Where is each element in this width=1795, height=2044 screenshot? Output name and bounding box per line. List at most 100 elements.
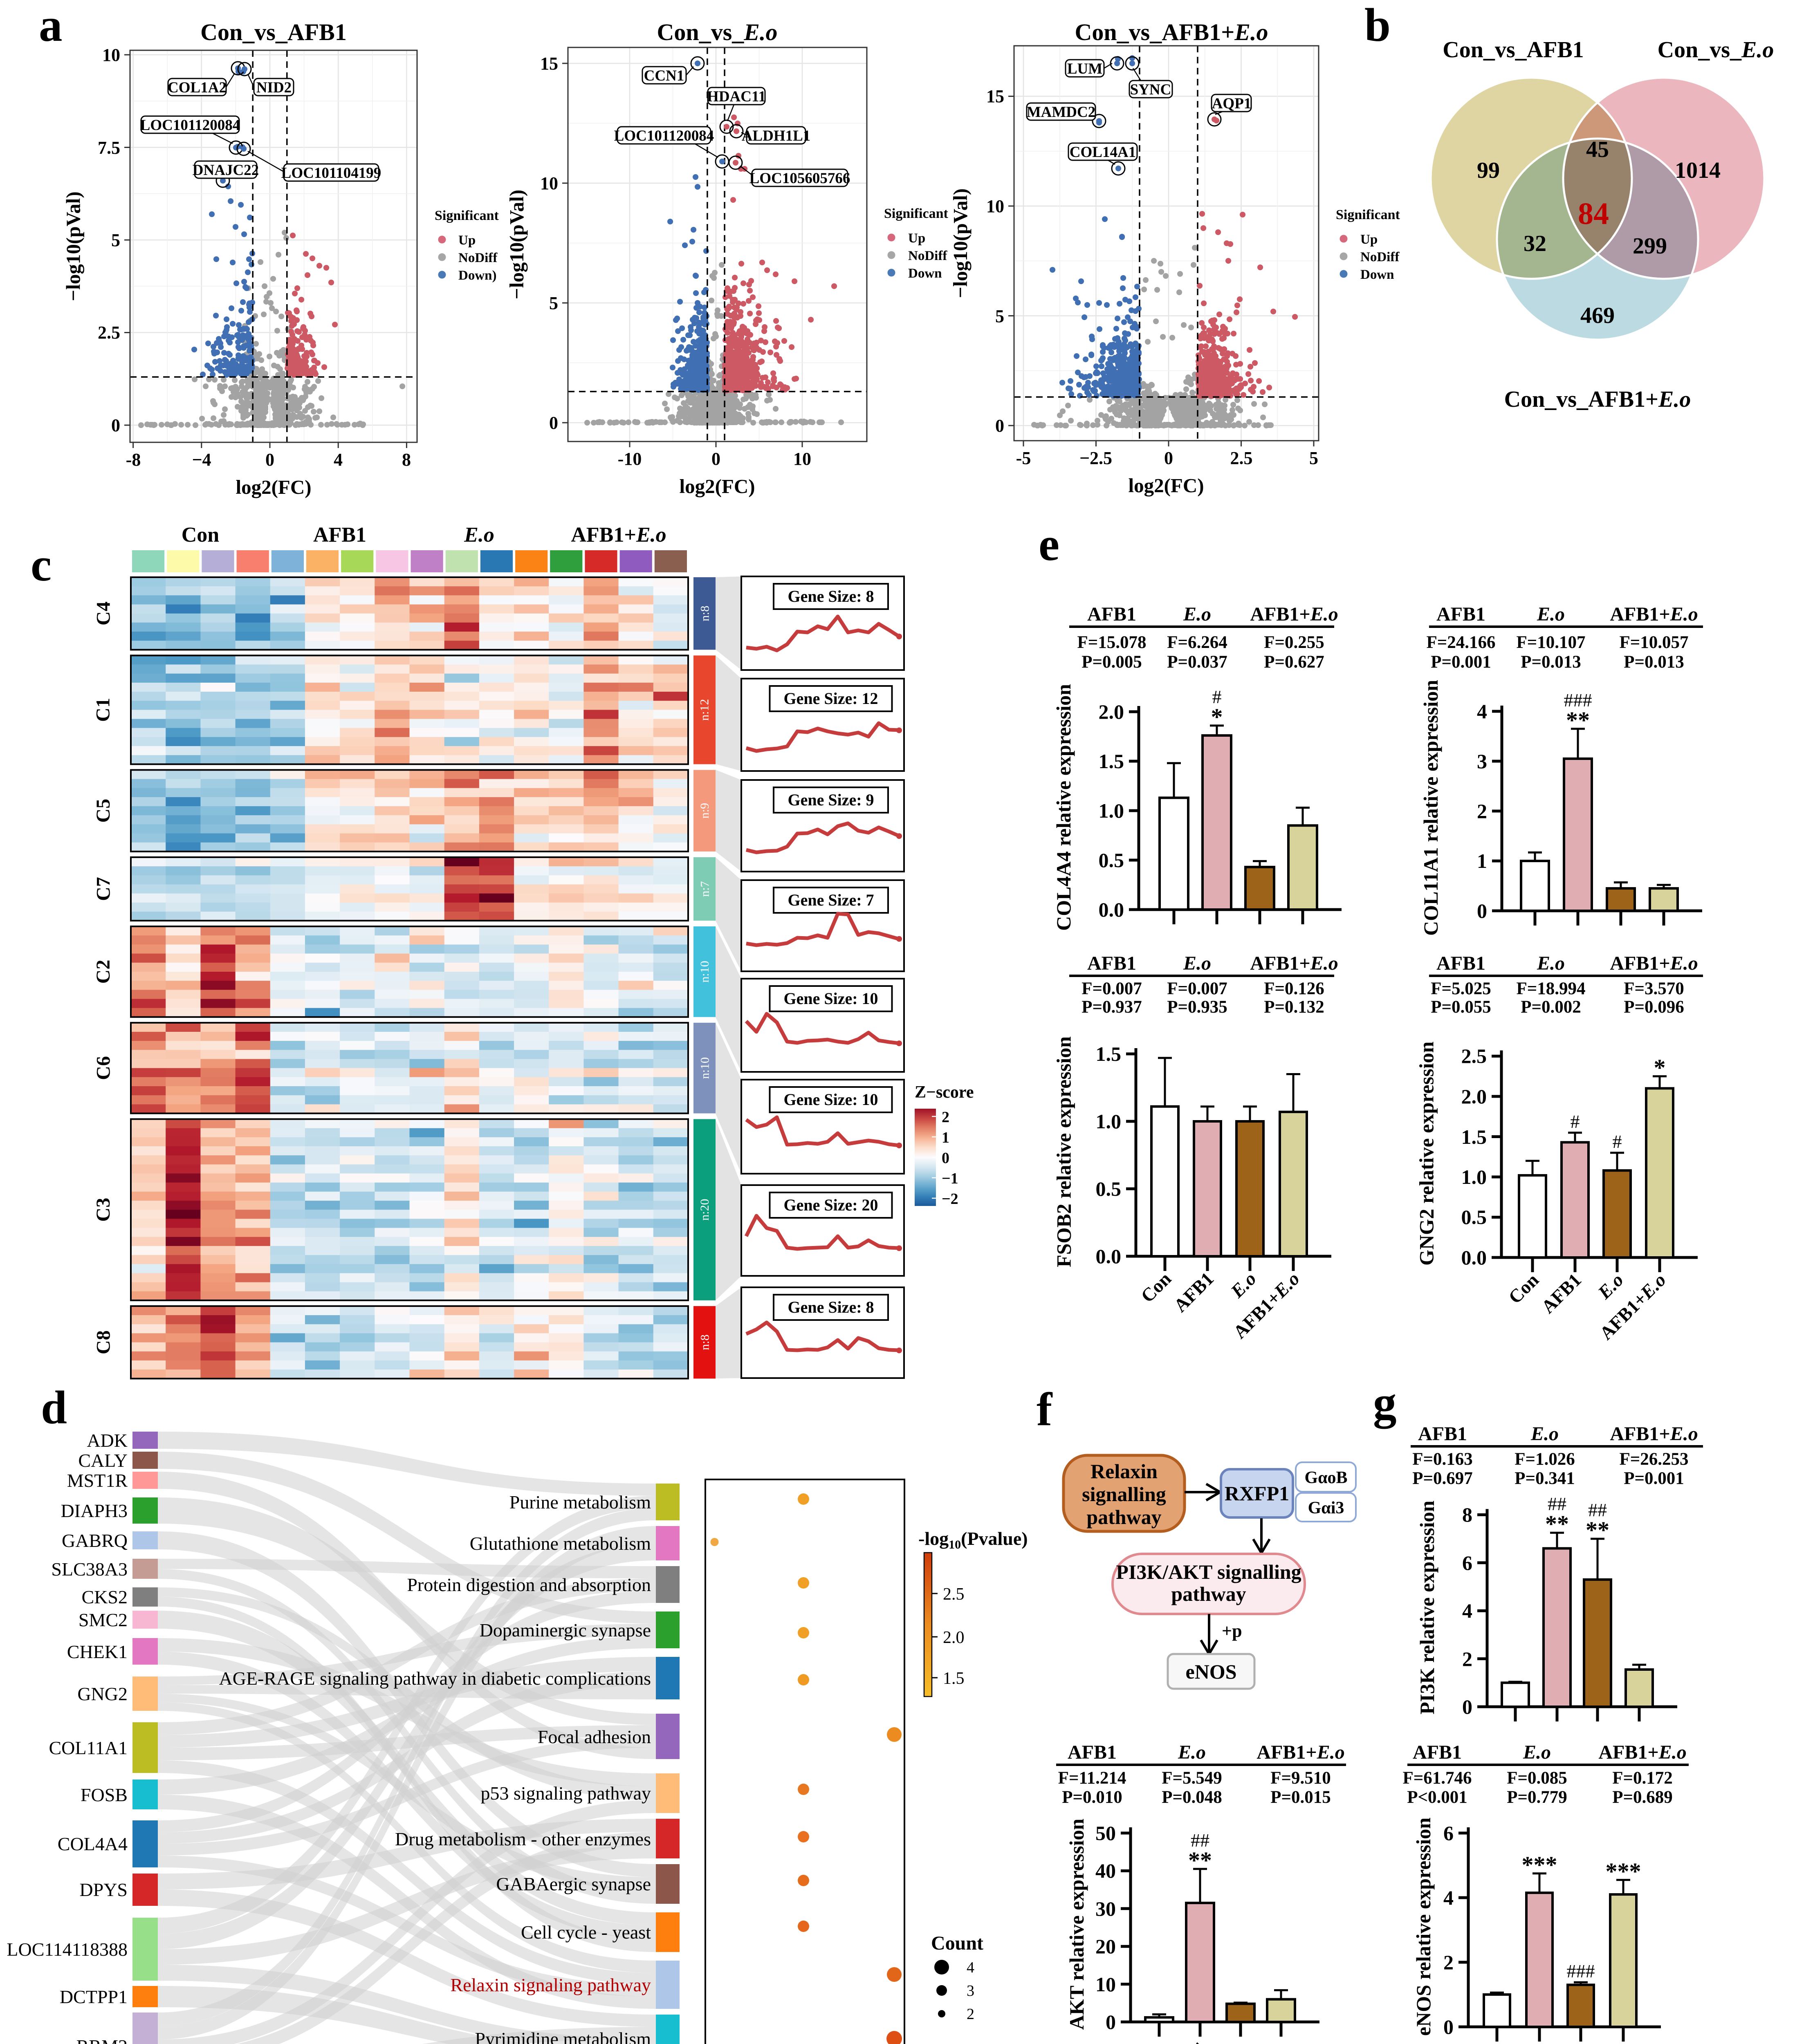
svg-text:2: 2 <box>942 1109 949 1126</box>
svg-text:2.5: 2.5 <box>1230 448 1253 468</box>
svg-text:P=0.935: P=0.935 <box>1167 997 1227 1017</box>
svg-text:Gene Size: 10: Gene Size: 10 <box>783 989 878 1008</box>
svg-text:P=0.010: P=0.010 <box>1062 1788 1122 1807</box>
svg-text:F=0.172: F=0.172 <box>1612 1768 1673 1788</box>
svg-text:1.0: 1.0 <box>1099 799 1124 822</box>
svg-text:COL11A1 relative expression: COL11A1 relative expression <box>1419 680 1442 936</box>
svg-text:Protein digestion and absorpti: Protein digestion and absorption <box>407 1574 651 1595</box>
svg-text:CKS2: CKS2 <box>82 1587 128 1607</box>
svg-text:#: # <box>1571 1111 1580 1132</box>
svg-text:7.5: 7.5 <box>98 138 120 158</box>
svg-text:2: 2 <box>1477 800 1487 823</box>
svg-text:0: 0 <box>1477 899 1487 922</box>
svg-text:LOC101120084: LOC101120084 <box>614 128 714 144</box>
svg-text:GαoB: GαoB <box>1304 1468 1347 1487</box>
svg-text:0.0: 0.0 <box>1461 1246 1487 1269</box>
svg-text:***: *** <box>1606 1858 1641 1885</box>
svg-text:n:10: n:10 <box>698 1057 711 1079</box>
svg-text:RRM2: RRM2 <box>76 2036 128 2044</box>
svg-text:n:12: n:12 <box>698 699 711 721</box>
svg-text:P=0.132: P=0.132 <box>1264 997 1324 1017</box>
svg-text:F=0.163: F=0.163 <box>1412 1450 1473 1469</box>
svg-text:2.5: 2.5 <box>943 1585 965 1604</box>
svg-text:C7: C7 <box>92 877 114 901</box>
svg-text:0: 0 <box>995 416 1004 436</box>
svg-text:−2: −2 <box>942 1190 958 1208</box>
svg-text:signalling: signalling <box>1082 1483 1166 1506</box>
svg-text:0: 0 <box>549 413 558 433</box>
svg-text:−log10(pVal): −log10(pVal) <box>949 188 972 298</box>
svg-text:f: f <box>1037 1383 1053 1435</box>
svg-text:Focal adhesion: Focal adhesion <box>538 1726 651 1747</box>
svg-text:pathway: pathway <box>1086 1506 1161 1529</box>
svg-text:F=24.166: F=24.166 <box>1426 633 1495 652</box>
svg-text:15: 15 <box>986 86 1004 106</box>
svg-text:-8: -8 <box>126 450 141 470</box>
svg-text:**: ** <box>1545 1511 1569 1537</box>
svg-text:##: ## <box>1548 1493 1566 1514</box>
svg-text:F=0.255: F=0.255 <box>1264 633 1324 652</box>
svg-text:0: 0 <box>111 415 120 435</box>
svg-text:8: 8 <box>1462 1503 1472 1526</box>
svg-text:5: 5 <box>1309 448 1318 468</box>
svg-text:0: 0 <box>1164 448 1173 468</box>
svg-text:b: b <box>1364 0 1391 51</box>
svg-text:P=0.048: P=0.048 <box>1162 1788 1222 1807</box>
svg-text:F=5.549: F=5.549 <box>1162 1768 1222 1788</box>
svg-text:F=26.253: F=26.253 <box>1619 1450 1688 1469</box>
svg-text:C4: C4 <box>92 601 114 625</box>
svg-text:-5: -5 <box>1016 448 1031 468</box>
svg-text:P=0.001: P=0.001 <box>1624 1469 1684 1488</box>
svg-text:ADK: ADK <box>87 1430 128 1451</box>
svg-text:Z−score: Z−score <box>915 1083 974 1102</box>
svg-text:AFB1: AFB1 <box>1413 1741 1462 1763</box>
svg-text:P=0.697: P=0.697 <box>1412 1469 1473 1488</box>
svg-text:P=0.001: P=0.001 <box>1431 652 1491 672</box>
svg-text:AFB1+E.o: AFB1+E.o <box>1610 603 1698 625</box>
svg-text:LOC105605766: LOC105605766 <box>749 170 850 187</box>
svg-text:ALDH1L1: ALDH1L1 <box>742 128 811 144</box>
svg-text:E.o: E.o <box>1523 1741 1551 1763</box>
svg-text:299: 299 <box>1633 233 1667 259</box>
svg-text:10: 10 <box>1095 1973 1116 1996</box>
svg-text:1.0: 1.0 <box>1461 1165 1487 1188</box>
svg-text:P=0.015: P=0.015 <box>1270 1788 1331 1807</box>
svg-text:#: # <box>1212 686 1222 707</box>
svg-text:E.o: E.o <box>1183 603 1211 625</box>
svg-text:1.5: 1.5 <box>1461 1125 1487 1148</box>
svg-text:E.o: E.o <box>1537 953 1565 974</box>
svg-text:COL11A1: COL11A1 <box>49 1737 128 1758</box>
svg-text:4: 4 <box>1443 1886 1454 1909</box>
svg-text:F=0.126: F=0.126 <box>1264 979 1324 998</box>
svg-text:45: 45 <box>1586 137 1609 162</box>
svg-text:Gαi3: Gαi3 <box>1308 1499 1344 1517</box>
svg-text:F=11.214: F=11.214 <box>1058 1768 1126 1788</box>
svg-text:Down): Down) <box>458 268 497 283</box>
svg-text:Up: Up <box>458 233 476 248</box>
svg-text:5: 5 <box>995 306 1004 326</box>
svg-text:**: ** <box>1586 1517 1609 1543</box>
svg-text:eNOS relative expression: eNOS relative expression <box>1412 1818 1435 2036</box>
svg-text:Con_vs_AFB1: Con_vs_AFB1 <box>1443 37 1584 63</box>
svg-text:P=0.937: P=0.937 <box>1081 997 1142 1017</box>
svg-text:1014: 1014 <box>1675 158 1721 183</box>
svg-text:AFB1+E.o: AFB1+E.o <box>571 523 666 547</box>
svg-text:3: 3 <box>967 1982 974 1999</box>
svg-text:COL4A4 relative expression: COL4A4 relative expression <box>1052 684 1075 931</box>
svg-text:32: 32 <box>1524 231 1546 256</box>
svg-text:8: 8 <box>402 450 411 470</box>
svg-text:Con_vs_AFB1: Con_vs_AFB1 <box>200 19 347 45</box>
svg-text:6: 6 <box>1443 1822 1454 1845</box>
svg-text:E.o: E.o <box>1537 603 1565 625</box>
svg-text:P=0.341: P=0.341 <box>1515 1469 1575 1488</box>
svg-text:AFB1: AFB1 <box>1418 1423 1467 1445</box>
svg-text:SLC38A3: SLC38A3 <box>51 1559 128 1580</box>
svg-text:F=15.078: F=15.078 <box>1077 633 1146 652</box>
svg-text:0.5: 0.5 <box>1461 1206 1487 1228</box>
svg-text:FOSB: FOSB <box>81 1784 128 1805</box>
svg-text:2.0: 2.0 <box>1461 1085 1487 1108</box>
svg-text:F=10.057: F=10.057 <box>1619 633 1688 652</box>
svg-text:Gene Size: 7: Gene Size: 7 <box>788 891 874 909</box>
svg-text:Up: Up <box>1360 232 1378 247</box>
svg-text:F=3.570: F=3.570 <box>1624 979 1684 998</box>
